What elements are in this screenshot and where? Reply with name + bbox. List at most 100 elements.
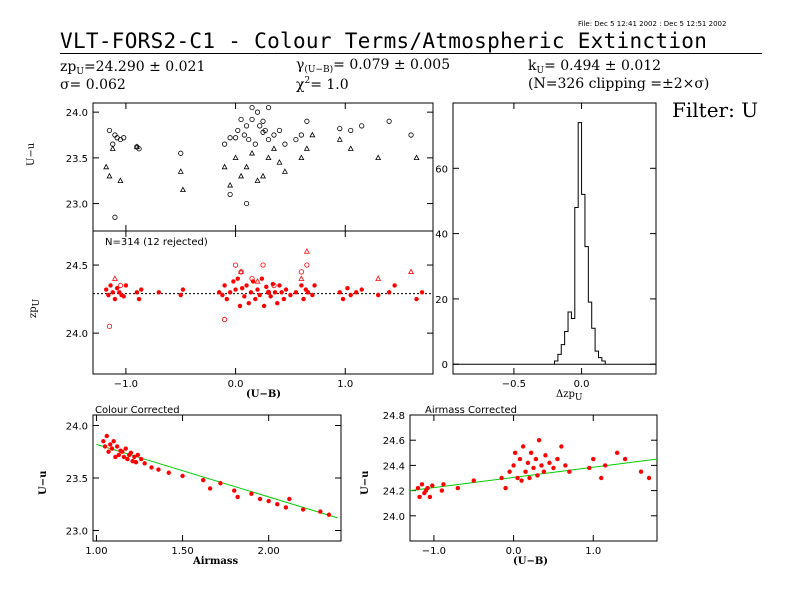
mid-zp-ytick-label: 24.5 — [66, 261, 88, 272]
colour-corrected-point — [113, 454, 118, 460]
mid-zp-point — [134, 290, 140, 295]
mid-zp-point — [136, 296, 142, 302]
top-raw-point — [178, 150, 184, 156]
top-raw-point — [238, 172, 245, 179]
airmass-xlabel: Airmass — [193, 556, 239, 567]
hist-xlabel: ΔzpU — [556, 389, 583, 403]
mid-zp-point — [117, 282, 124, 289]
mid-zp-point — [232, 262, 239, 268]
top-raw-point — [243, 200, 250, 207]
mid-zp-point — [305, 290, 311, 295]
airmass-corrected-xlabel: (U−B) — [513, 556, 549, 567]
mid-zp-point — [337, 290, 342, 295]
mid-zp-point — [408, 268, 415, 275]
top-raw-point — [265, 104, 272, 111]
colour-corrected-point — [104, 433, 109, 439]
airmass-corrected-point — [515, 475, 520, 481]
mid-zp-point — [266, 290, 271, 295]
airmass-corrected-ytick-label: 24.2 — [383, 487, 405, 498]
mid-zp-point — [345, 286, 350, 291]
mid-zp-point — [279, 290, 284, 295]
colour-corrected-point — [108, 442, 113, 447]
airmass-corrected-point — [427, 494, 433, 500]
hist-ytick-label: 20 — [435, 295, 448, 306]
mid-zp-point — [156, 290, 162, 295]
colour-corrected-ytick-label: 24.0 — [66, 422, 88, 433]
top-raw-point — [177, 168, 184, 174]
top-raw-point — [260, 118, 266, 124]
colour-corrected-point — [275, 502, 280, 507]
colour-corrected-point — [287, 496, 292, 502]
colour-corrected-point — [116, 452, 122, 458]
mid-zp-point — [375, 275, 382, 281]
airmass-corrected-point — [425, 485, 430, 491]
airmass-corrected-point — [471, 478, 476, 483]
mid-zp-point — [237, 303, 243, 309]
mid-zp-point — [106, 292, 111, 298]
airmass-corrected-point — [520, 444, 526, 449]
colour-corrected-xtick-label: 1.50 — [171, 546, 193, 557]
colour-corrected-point — [235, 494, 240, 500]
mid-zp-point — [375, 292, 381, 298]
colour-corrected-point — [257, 496, 263, 502]
airmass-corrected-point — [533, 456, 539, 462]
mid-zp-point — [248, 290, 254, 295]
mid-zp-xtick-label: 0.0 — [228, 379, 244, 390]
hist-ytick-label: 40 — [435, 230, 448, 241]
colour-corrected-point — [102, 444, 108, 449]
colour-corrected-frame — [92, 414, 342, 542]
mid-zp-point — [312, 283, 317, 288]
hist-xtick-label: −0.5 — [502, 379, 526, 390]
mid-zp-point — [303, 248, 310, 254]
airmass-corrected-point — [455, 485, 461, 491]
airmass-corrected-ytick-label: 24.6 — [383, 436, 405, 447]
colour-corrected-point — [111, 439, 116, 444]
colour-corrected-point — [101, 439, 106, 444]
colour-corrected-point — [120, 449, 125, 454]
colour-corrected-ytick-label: 23.0 — [66, 527, 88, 538]
airmass-corrected-point — [531, 465, 536, 471]
colour-corrected-point — [218, 481, 223, 486]
clipping-info: (N=326 clipping =±2×σ) — [528, 76, 710, 92]
mid-zp-frame — [92, 230, 434, 375]
colour-corrected-point — [130, 459, 135, 464]
colour-corrected-point — [132, 454, 137, 460]
airmass-corrected-point — [547, 460, 552, 466]
colour-corrected-point — [114, 444, 120, 449]
airmass-corrected-point — [587, 465, 592, 471]
colour-corrected-point — [283, 505, 289, 510]
mid-zp-point — [359, 287, 364, 292]
colour-corrected-point — [142, 461, 147, 466]
k-extinction-value: kU= 0.494 ± 0.012 — [528, 58, 662, 76]
top-raw-point — [241, 132, 247, 138]
top-raw-point — [271, 132, 277, 138]
mid-zp-point — [112, 296, 118, 302]
mid-zp-point — [275, 300, 280, 306]
airmass-corrected-xtick-label: −1.0 — [422, 546, 446, 557]
top-raw-point — [386, 118, 392, 124]
mid-zp-point — [111, 275, 118, 281]
airmass-corrected-point — [541, 469, 547, 474]
mid-zp-point — [254, 278, 261, 284]
mid-zp-point — [106, 323, 113, 329]
mid-zp-point — [268, 294, 273, 299]
airmass-corrected-point — [415, 485, 421, 491]
page-title: VLT-FORS2-C1 - Colour Terms/Atmospheric … — [60, 29, 708, 53]
top-raw-point — [276, 127, 283, 134]
mid-zp-point — [233, 287, 238, 292]
airmass-corrected-point — [441, 482, 446, 487]
zp-value: zpU=24.290 ± 0.021 — [60, 59, 206, 77]
colour-corrected-ytick-label: 23.5 — [66, 474, 88, 485]
mid-zp-point — [244, 283, 249, 288]
top-raw-point — [121, 135, 127, 141]
mid-zp-point — [123, 283, 129, 288]
colour-corrected-point — [128, 450, 134, 455]
top-raw-point — [106, 127, 113, 134]
mid-zp-point — [392, 283, 397, 288]
airmass-corrected-point — [417, 494, 422, 500]
mid-zp-point — [242, 294, 247, 299]
mid-zp-point — [121, 294, 126, 299]
top-raw-point — [304, 118, 310, 124]
mid-zp-point — [419, 290, 425, 295]
